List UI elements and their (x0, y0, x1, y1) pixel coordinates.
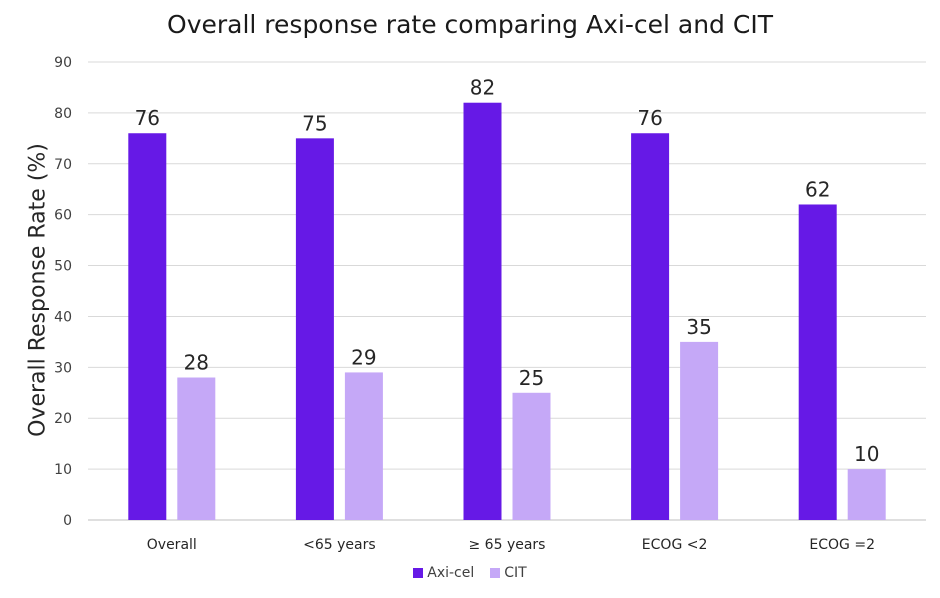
bar-cit (847, 469, 886, 520)
data-label: 25 (519, 366, 544, 390)
bar-axi-cel (295, 138, 334, 521)
bar-cit (680, 341, 719, 520)
y-tick-label: 70 (54, 157, 72, 173)
y-tick-label: 30 (54, 360, 72, 376)
legend: Axi-cel CIT (0, 565, 940, 581)
bar-cit (177, 377, 216, 520)
bar-axi-cel (128, 133, 167, 520)
legend-label-cit: CIT (504, 565, 527, 581)
data-label: 76 (637, 106, 662, 130)
bar-axi-cel (631, 133, 670, 520)
y-axis-label: Overall Response Rate (%) (25, 143, 51, 437)
y-tick-label: 90 (54, 55, 72, 71)
data-label: 35 (686, 315, 711, 339)
data-label: 28 (184, 351, 209, 375)
bar-cit (344, 372, 383, 520)
x-tick-label: ≥ 65 years (469, 537, 546, 553)
data-label: 76 (135, 106, 160, 130)
bar-cit (512, 392, 551, 520)
x-axis-ticks: Overall <65 years ≥ 65 years ECOG <2 ECOG =2 (147, 537, 875, 553)
y-tick-label: 40 (54, 309, 72, 325)
legend-item-cit: CIT (490, 565, 527, 581)
data-labels: 76 28 75 29 82 25 76 35 62 10 (135, 76, 880, 466)
legend-label-axi-cel: Axi-cel (427, 565, 475, 581)
bars (128, 102, 886, 521)
legend-swatch-axi-cel (413, 568, 424, 578)
chart-title: Overall response rate comparing Axi-cel … (167, 10, 773, 39)
data-label: 62 (805, 177, 830, 201)
y-axis-ticks: 0 10 20 30 40 50 60 70 80 90 (54, 55, 72, 529)
legend-swatch-cit (490, 568, 501, 578)
y-tick-label: 20 (54, 411, 72, 427)
x-tick-label: ECOG <2 (642, 537, 708, 553)
x-tick-label: Overall (147, 537, 197, 553)
y-tick-label: 0 (63, 513, 72, 529)
data-label: 29 (351, 345, 376, 369)
bar-axi-cel (463, 102, 502, 520)
x-tick-label: ECOG =2 (809, 537, 875, 553)
data-label: 10 (854, 442, 879, 466)
y-tick-label: 60 (54, 208, 72, 224)
gridlines (88, 61, 926, 521)
y-tick-label: 50 (54, 259, 72, 275)
y-tick-label: 10 (54, 462, 72, 478)
data-label: 82 (470, 76, 495, 100)
legend-item-axi-cel: Axi-cel (413, 565, 474, 581)
y-tick-label: 80 (54, 106, 72, 122)
x-tick-label: <65 years (303, 537, 376, 553)
data-label: 75 (302, 111, 327, 135)
bar-axi-cel (798, 204, 837, 520)
